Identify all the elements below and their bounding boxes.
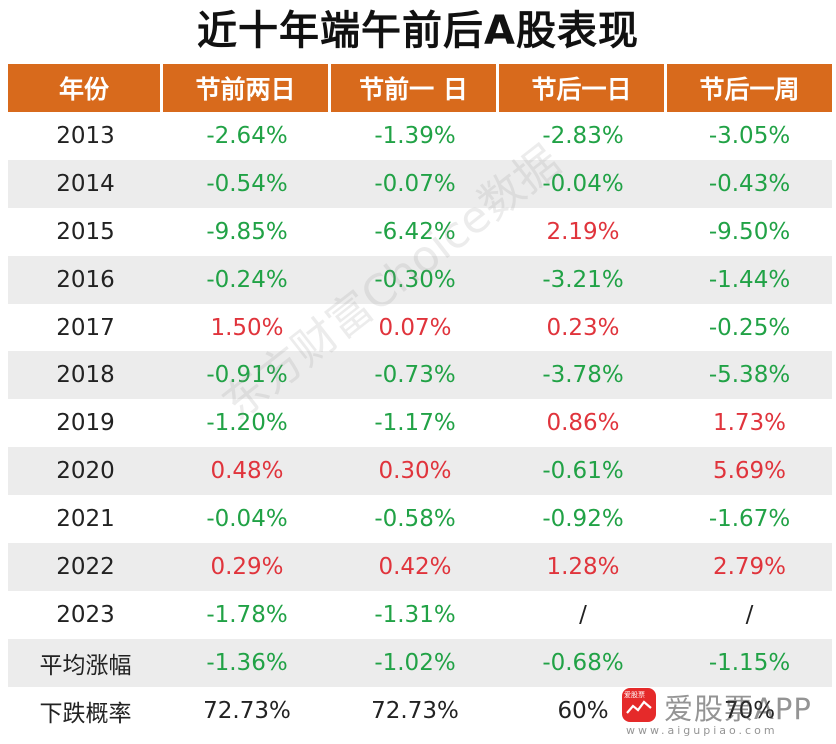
- table-row: 平均涨幅 -1.36% -1.02% -0.68% -1.15%: [8, 638, 832, 687]
- table-cell: -0.58%: [374, 506, 456, 533]
- table-cell: -1.17%: [374, 410, 456, 437]
- table-cell: -3.78%: [499, 351, 667, 400]
- table-cell: /: [579, 601, 587, 628]
- column-header-0: 年份: [8, 64, 163, 112]
- table-cell: -6.42%: [374, 218, 456, 245]
- table-cell: -0.54%: [163, 159, 331, 208]
- table-cell: 1.73%: [712, 410, 787, 437]
- table-row: 2018 -0.91% -0.73% -3.78% -5.38%: [8, 351, 832, 400]
- table-cell: 0.29%: [163, 543, 331, 591]
- table-cell: -1.78%: [206, 601, 288, 628]
- table-cell: 0.42%: [331, 543, 499, 591]
- table-cell: 1.28%: [499, 543, 667, 591]
- table-cell: 0.07%: [378, 314, 452, 341]
- table-cell: -5.38%: [667, 351, 832, 400]
- row-label: 2013: [56, 122, 115, 149]
- table-row: 2013 -2.64% -1.39% -2.83% -3.05%: [8, 112, 832, 160]
- table-cell: 2.79%: [667, 543, 832, 591]
- table-cell: -1.44%: [667, 255, 832, 304]
- table-cell: -1.39%: [374, 122, 456, 149]
- market-table: 年份 节前两日 节前一 日节后一日 节后一周 2013 -2.64% -1.39% -2.8…: [8, 64, 832, 735]
- table-cell: 0.23%: [546, 314, 620, 341]
- table-row: 2014 -0.54% -0.07% -0.04% -0.43%: [8, 159, 832, 208]
- column-header-2: 节前一 日: [331, 64, 499, 112]
- table-row: 2015 -9.85% -6.42% 2.19% -9.50%: [8, 208, 832, 256]
- table-cell: -0.68%: [499, 638, 667, 687]
- row-label: 2014: [8, 159, 163, 208]
- table-cell: -2.83%: [542, 122, 624, 149]
- table-cell: -1.02%: [331, 638, 499, 687]
- row-label: 2022: [8, 543, 163, 591]
- table-cell: -0.92%: [542, 506, 624, 533]
- brand-badge: 爱股票 爱股票APP www.aigupiao.com: [622, 686, 832, 738]
- table-cell: 0.30%: [331, 447, 499, 496]
- table-cell: -9.50%: [708, 218, 791, 245]
- row-label: 下跌概率: [39, 700, 132, 727]
- table-cell: -3.05%: [708, 122, 791, 149]
- row-label: 2017: [56, 314, 115, 341]
- table-row: 2016 -0.24% -0.30% -3.21% -1.44%: [8, 255, 832, 304]
- table-cell: -0.91%: [163, 351, 331, 400]
- table-cell: -3.21%: [499, 255, 667, 304]
- table-cell: -0.61%: [499, 447, 667, 496]
- row-label: 2018: [8, 351, 163, 400]
- table-cell: 1.50%: [210, 314, 284, 341]
- row-label: 2021: [56, 506, 115, 533]
- table-cell: -0.24%: [163, 255, 331, 304]
- table-cell: 0.48%: [163, 447, 331, 496]
- table-cell: -1.31%: [374, 601, 456, 628]
- table-cell: -2.64%: [206, 122, 288, 149]
- row-label: 2019: [56, 410, 115, 437]
- table-cell: -1.36%: [163, 638, 331, 687]
- table-row: 下跌概率 72.73% 72.73% 60% 70%: [8, 687, 832, 735]
- table-row: 2020 0.48% 0.30% -0.61% 5.69%: [8, 447, 832, 496]
- column-header-1: 节前两日: [163, 64, 331, 112]
- table-row: 2019 -1.20% -1.17% 0.86% 1.73%: [8, 399, 832, 447]
- table-row: 2023 -1.78% -1.31% / /: [8, 591, 832, 639]
- table-cell: 72.73%: [371, 697, 459, 724]
- table-cell: -0.30%: [331, 255, 499, 304]
- table-cell: -0.04%: [499, 159, 667, 208]
- row-label: 2020: [8, 447, 163, 496]
- table-cell: -0.25%: [708, 314, 791, 341]
- column-header-4: 节后一周: [667, 64, 832, 112]
- table-cell: -1.15%: [667, 638, 832, 687]
- brand-name: 爱股票APP: [664, 692, 812, 726]
- table-cell: /: [745, 601, 754, 628]
- table-cell: 5.69%: [667, 447, 832, 496]
- column-header-3: 节后一日: [499, 64, 667, 112]
- brand-logo-text: 爱股票: [624, 691, 645, 699]
- table-cell: -0.73%: [331, 351, 499, 400]
- table-cell: -9.85%: [206, 218, 288, 245]
- table-cell: 0.86%: [546, 410, 620, 437]
- table-cell: -0.07%: [331, 159, 499, 208]
- table-body: 2013 -2.64% -1.39% -2.83% -3.05% 2014 -0.54% -0…: [8, 112, 832, 735]
- table-cell: 60%: [557, 697, 609, 724]
- table-cell: 70%: [723, 697, 776, 724]
- table-cell: 2.19%: [546, 218, 620, 245]
- table-cell: 72.73%: [203, 697, 291, 724]
- table-cell: -1.20%: [206, 410, 288, 437]
- row-label: 2016: [8, 255, 163, 304]
- trend-line-icon: [626, 700, 652, 714]
- row-label: 平均涨幅: [8, 638, 163, 687]
- table-cell: -1.67%: [708, 506, 791, 533]
- row-label: 2023: [56, 601, 115, 628]
- table-row: 2017 1.50% 0.07% 0.23% -0.25%: [8, 304, 832, 352]
- table-cell: -0.04%: [206, 506, 288, 533]
- page-title: 近十年端午前后A股表现: [197, 8, 639, 54]
- table-row: 2022 0.29% 0.42% 1.28% 2.79%: [8, 543, 832, 591]
- table-cell: -0.43%: [667, 159, 832, 208]
- header-row: 年份 节前两日 节前一 日节后一日 节后一周: [8, 64, 832, 112]
- brand-url: www.aigupiao.com: [626, 724, 778, 737]
- table-row: 2021 -0.04% -0.58% -0.92% -1.67%: [8, 495, 832, 543]
- brand-logo-icon: 爱股票: [622, 688, 656, 722]
- row-label: 2015: [56, 218, 115, 245]
